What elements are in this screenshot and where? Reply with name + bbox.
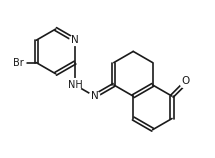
- Text: O: O: [181, 76, 190, 86]
- Circle shape: [89, 91, 100, 101]
- Text: N: N: [71, 35, 79, 45]
- Circle shape: [180, 78, 191, 88]
- Text: NH: NH: [68, 80, 82, 90]
- Circle shape: [11, 55, 26, 70]
- Circle shape: [70, 35, 80, 46]
- Text: N: N: [91, 91, 98, 101]
- Text: Br: Br: [13, 58, 24, 68]
- Circle shape: [69, 79, 81, 91]
